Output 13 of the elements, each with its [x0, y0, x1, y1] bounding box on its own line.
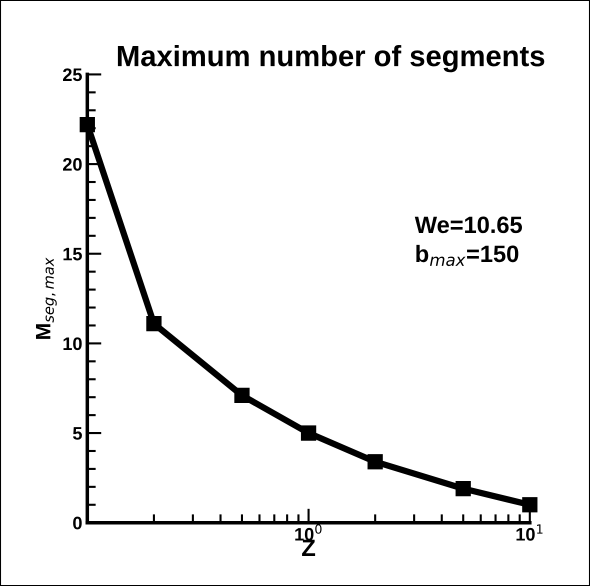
y-tick-label: 10 [64, 337, 82, 350]
y-tick-label: 0 [73, 516, 82, 530]
x-tick-label: 10$^{1}$ [516, 524, 543, 541]
y-tick-label: 15 [64, 248, 82, 260]
y-axis-title: M$_{seg,max}$ [36, 257, 57, 339]
x-tick-label: 10$^{0}$ [295, 524, 322, 541]
y-tick-label: 20 [63, 158, 82, 171]
chart-title: Maximum number of segments [118, 44, 544, 72]
x-axis-title: Z [302, 540, 316, 556]
y-tick-label: 25 [63, 68, 82, 82]
annotation: We=10.65 [414, 216, 522, 234]
annotation: b$_{max}$=150 [416, 244, 518, 266]
y-tick-label: 5 [72, 427, 82, 440]
